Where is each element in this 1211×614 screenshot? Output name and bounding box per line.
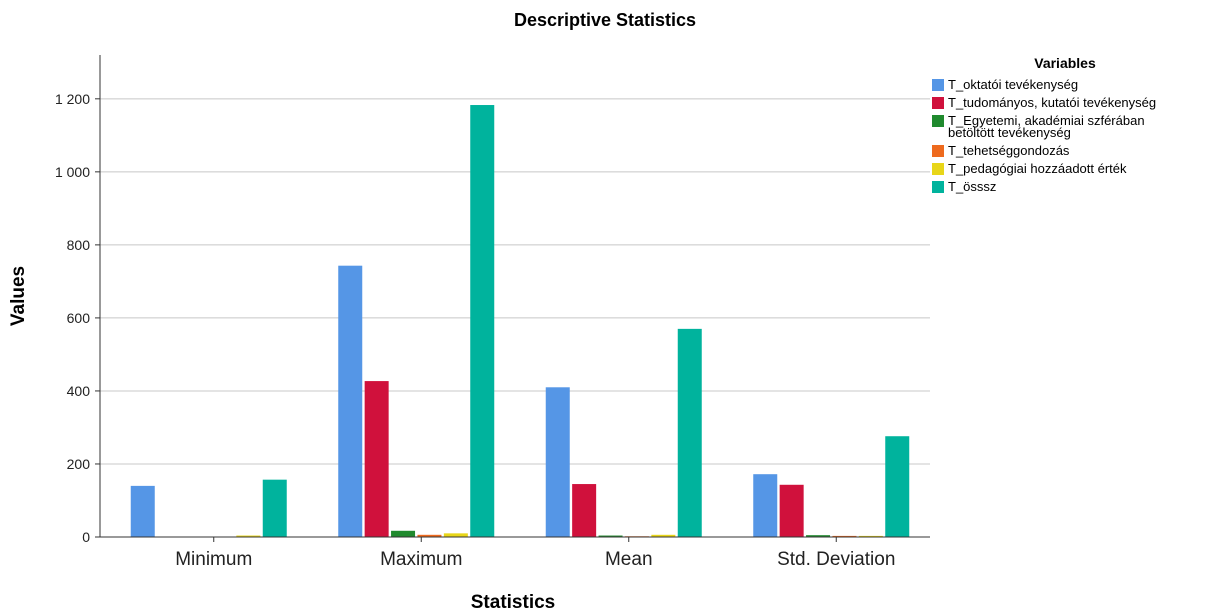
y-tick-label: 200 <box>67 456 91 472</box>
bar <box>885 436 910 537</box>
bar <box>417 534 442 537</box>
bar <box>338 265 363 537</box>
bar <box>130 485 155 537</box>
legend-swatch <box>932 97 944 109</box>
x-tick-label: Minimum <box>175 549 252 570</box>
bar <box>677 328 702 537</box>
y-tick-label: 800 <box>67 237 91 253</box>
y-tick-label: 400 <box>67 383 91 399</box>
bar <box>391 530 416 537</box>
legend-label: T_Egyetemi, akadémiai szférában betöltött… <box>948 113 1145 140</box>
bar <box>858 535 883 537</box>
legend-swatch <box>932 115 944 127</box>
bar <box>572 484 597 537</box>
legend-swatch <box>932 181 944 193</box>
legend-swatch <box>932 145 944 157</box>
legend-items: T_oktatói tevékenység T_tudományos, kutat… <box>932 77 1156 194</box>
bar <box>753 474 778 537</box>
legend-label: T_oktatói tevékenység <box>948 77 1078 92</box>
legend-swatch <box>932 163 944 175</box>
x-tick-label: Mean <box>605 549 653 570</box>
bar <box>779 484 804 537</box>
bar <box>651 534 676 537</box>
legend: Variables T_oktatói tevékenység T_tudomán… <box>932 55 1156 194</box>
bars <box>130 105 910 537</box>
x-axis-title: Statistics <box>471 592 555 613</box>
x-tick-label: Std. Deviation <box>777 549 895 570</box>
x-tick-labels: Minimum Maximum Mean Std. Deviation <box>175 537 895 570</box>
bar <box>236 535 261 537</box>
legend-label: T_tudományos, kutatói tevékenység <box>948 95 1156 110</box>
y-tick-labels: 0 200 400 600 800 1 000 1 200 <box>55 91 100 545</box>
y-tick-label: 1 200 <box>55 91 90 107</box>
bar <box>832 535 857 537</box>
bar <box>364 381 389 537</box>
bar <box>262 479 287 537</box>
bar <box>443 533 468 537</box>
bar <box>470 105 495 537</box>
chart-title: Descriptive Statistics <box>514 10 696 30</box>
y-tick-label: 0 <box>82 529 90 545</box>
bar <box>806 535 831 537</box>
bar <box>545 387 570 537</box>
bar <box>598 535 623 537</box>
legend-label: T_össsz <box>948 179 996 194</box>
legend-swatch <box>932 79 944 91</box>
legend-title: Variables <box>1034 55 1096 71</box>
y-axis-title: Values <box>8 266 29 326</box>
legend-label: T_tehetséggondozás <box>948 143 1070 158</box>
gridlines <box>100 98 930 465</box>
y-tick-label: 1 000 <box>55 164 90 180</box>
y-tick-label: 600 <box>67 310 91 326</box>
x-tick-label: Maximum <box>380 549 462 570</box>
legend-label: T_pedagógiai hozzáadott érték <box>948 161 1127 176</box>
